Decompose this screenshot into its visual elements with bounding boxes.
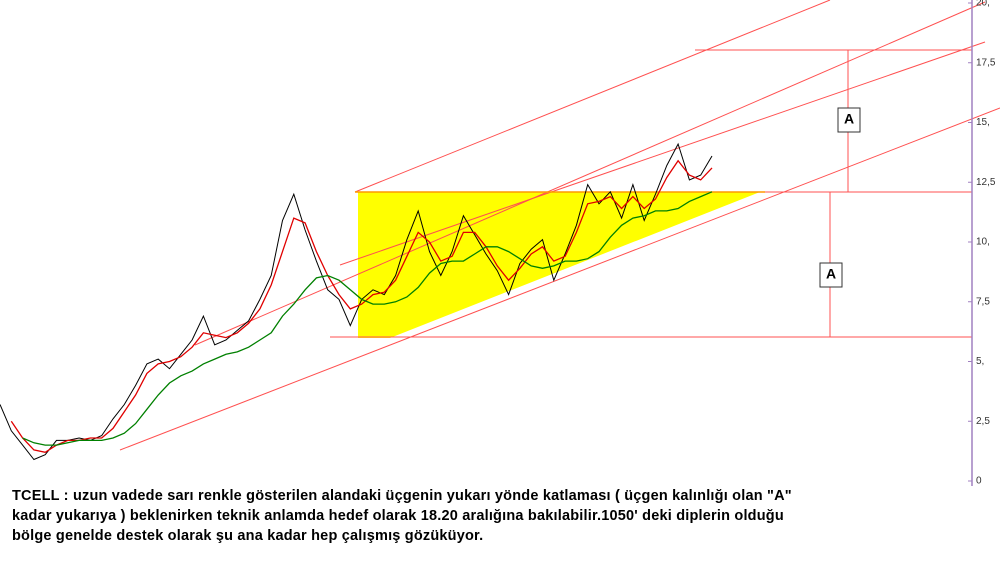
y-tick-label: 0 [976,476,982,486]
annotation: A [826,266,836,282]
channel-line [119,107,1000,451]
annotation-box: A [837,107,861,133]
y-tick-label: 7,5 [976,296,990,307]
caption-line: kadar yukarıya ) beklenirken teknik anla… [12,508,784,524]
price-line [10,159,713,453]
price-line [0,142,713,461]
annotation-box: A [819,262,843,288]
y-tick-label: 20, [976,0,990,9]
caption-line: bölge genelde destek olarak şu ana kadar… [12,528,484,544]
y-tick-label: 10, [976,237,990,248]
price-line [22,191,713,446]
annotation: A [844,111,854,127]
box [819,262,843,288]
triangle-zone [358,192,760,338]
chart: A A 0 2,5 5, 7,5 10, 12,5 15, 17,5 20, [0,0,1000,487]
channel-line [194,1,986,346]
y-tick-label: 12,5 [976,177,996,188]
box [837,107,861,133]
channel-line [339,41,986,266]
y-tick-label: 2,5 [976,416,990,427]
y-tick-label: 5, [976,356,984,367]
y-tick-label: 15, [976,117,990,128]
channel-line [354,0,831,193]
y-tick-label: 17,5 [976,57,996,68]
caption: TCELL : uzun vadede sarı renkle gösteril… [12,486,992,546]
caption-line: TCELL : uzun vadede sarı renkle gösteril… [12,488,792,504]
